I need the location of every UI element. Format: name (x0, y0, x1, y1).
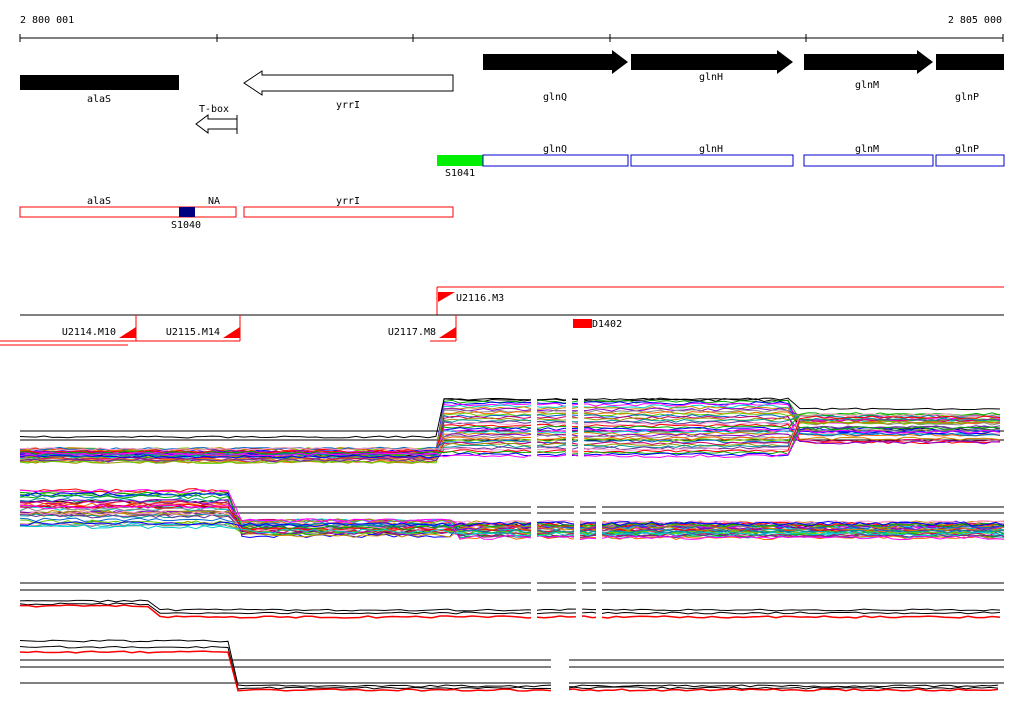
transcript-yrrI[interactable] (243, 206, 454, 218)
transcript-label-yrrI: yrrI (336, 196, 360, 207)
transcript-label-glnP: glnP (955, 144, 979, 155)
expression-trace (19, 423, 1001, 452)
upshift-marker-U2117[interactable] (439, 327, 456, 338)
expression-trace (19, 397, 1001, 439)
downshift-D1402[interactable] (573, 319, 592, 328)
transcript-track-forward: S1041 glnQ glnH glnM glnP (437, 144, 1005, 179)
upshift-label-U2117: U2117.M8 (388, 327, 436, 338)
ruler: 2 800 001 2 805 000 (19, 15, 1004, 42)
downshift-label-D1402: D1402 (592, 319, 622, 330)
gene-track: alaS yrrI glnQ glnH glnM glnP T-box (20, 50, 1004, 134)
upshift-label-U2115: U2115.M14 (166, 327, 220, 338)
segment-S1041[interactable] (437, 155, 483, 166)
transcript-label-glnQ: glnQ (543, 144, 567, 155)
segment-S1040[interactable] (179, 207, 195, 217)
profile-gap (563, 635, 569, 700)
expression-trace (19, 417, 1001, 458)
expression-trace (19, 494, 1005, 530)
expression-trace (19, 512, 1005, 538)
expression-trace (19, 426, 1001, 455)
profile-gap (578, 392, 584, 465)
expression-trace (19, 429, 1001, 458)
expression-trace (19, 602, 1001, 615)
shift-track: U2116.M3 U2114.M10 U2115.M14 U2117.M8 D1… (0, 286, 1004, 346)
expression-trace (19, 488, 1005, 530)
transcript-glnM[interactable] (803, 154, 934, 167)
gene-glnP[interactable] (936, 54, 1004, 70)
gene-yrrI[interactable] (243, 70, 454, 96)
gene-label-glnM: glnM (855, 80, 879, 91)
gene-label-glnP: glnP (955, 92, 979, 103)
gene-label-glnQ: glnQ (543, 92, 567, 103)
transcript-glnP[interactable] (935, 154, 1005, 167)
transcript-glnH[interactable] (630, 154, 794, 167)
expression-trace (19, 510, 1005, 532)
expression-trace (19, 503, 1005, 531)
gene-label-yrrI: yrrI (336, 100, 360, 111)
profile-gap (596, 480, 602, 545)
expression-trace (19, 425, 1001, 462)
upshift-marker-U2116[interactable] (438, 292, 455, 302)
expression-panel-1 (19, 392, 1004, 465)
profile-gap (551, 635, 557, 700)
expression-panel-3 (19, 578, 1004, 625)
profile-gap (576, 578, 582, 625)
upshift-marker-U2114[interactable] (119, 327, 136, 338)
gene-glnQ[interactable] (483, 50, 628, 74)
expression-trace (19, 413, 1001, 452)
expression-trace (19, 639, 999, 688)
expression-trace (19, 599, 1001, 612)
profile-gap (574, 480, 580, 545)
transcript-label-glnM: glnM (855, 144, 879, 155)
gene-glnM[interactable] (804, 50, 933, 74)
ruler-start-label: 2 800 001 (20, 15, 74, 26)
profile-gap (531, 392, 537, 465)
transcript-label-glnH: glnH (699, 144, 723, 155)
profile-gap (566, 392, 572, 465)
profile-gap (531, 480, 537, 545)
transcript-track-reverse: alaS NA S1040 yrrI (19, 196, 454, 231)
ruler-end-label: 2 805 000 (948, 15, 1002, 26)
segment-label-S1040: S1040 (171, 220, 201, 231)
gene-alaS[interactable] (20, 75, 179, 90)
transcript-label-NA: NA (208, 196, 220, 207)
profile-gap (596, 578, 602, 625)
upshift-marker-U2115[interactable] (223, 327, 240, 338)
transcript-alaS[interactable] (19, 206, 237, 218)
expression-trace (19, 524, 1005, 537)
profile-gap (557, 635, 563, 700)
upshift-label-U2116: U2116.M3 (456, 293, 504, 304)
segment-label-S1041: S1041 (445, 168, 475, 179)
profile-gap (531, 578, 537, 625)
expression-trace (19, 521, 1005, 528)
expression-panel-4 (19, 635, 1004, 700)
gene-glnH[interactable] (631, 50, 793, 74)
tbox-label: T-box (199, 104, 229, 115)
expression-trace (19, 604, 1001, 619)
gene-label-glnH: glnH (699, 72, 723, 83)
tbox-arrow[interactable] (195, 114, 238, 134)
expression-trace (19, 650, 999, 692)
transcript-glnQ[interactable] (482, 154, 629, 167)
gene-label-alaS: alaS (87, 94, 111, 105)
upshift-label-U2114: U2114.M10 (62, 327, 116, 338)
transcript-label-alaS: alaS (87, 196, 111, 207)
expression-panel-2 (19, 480, 1005, 545)
expression-trace (19, 645, 999, 690)
